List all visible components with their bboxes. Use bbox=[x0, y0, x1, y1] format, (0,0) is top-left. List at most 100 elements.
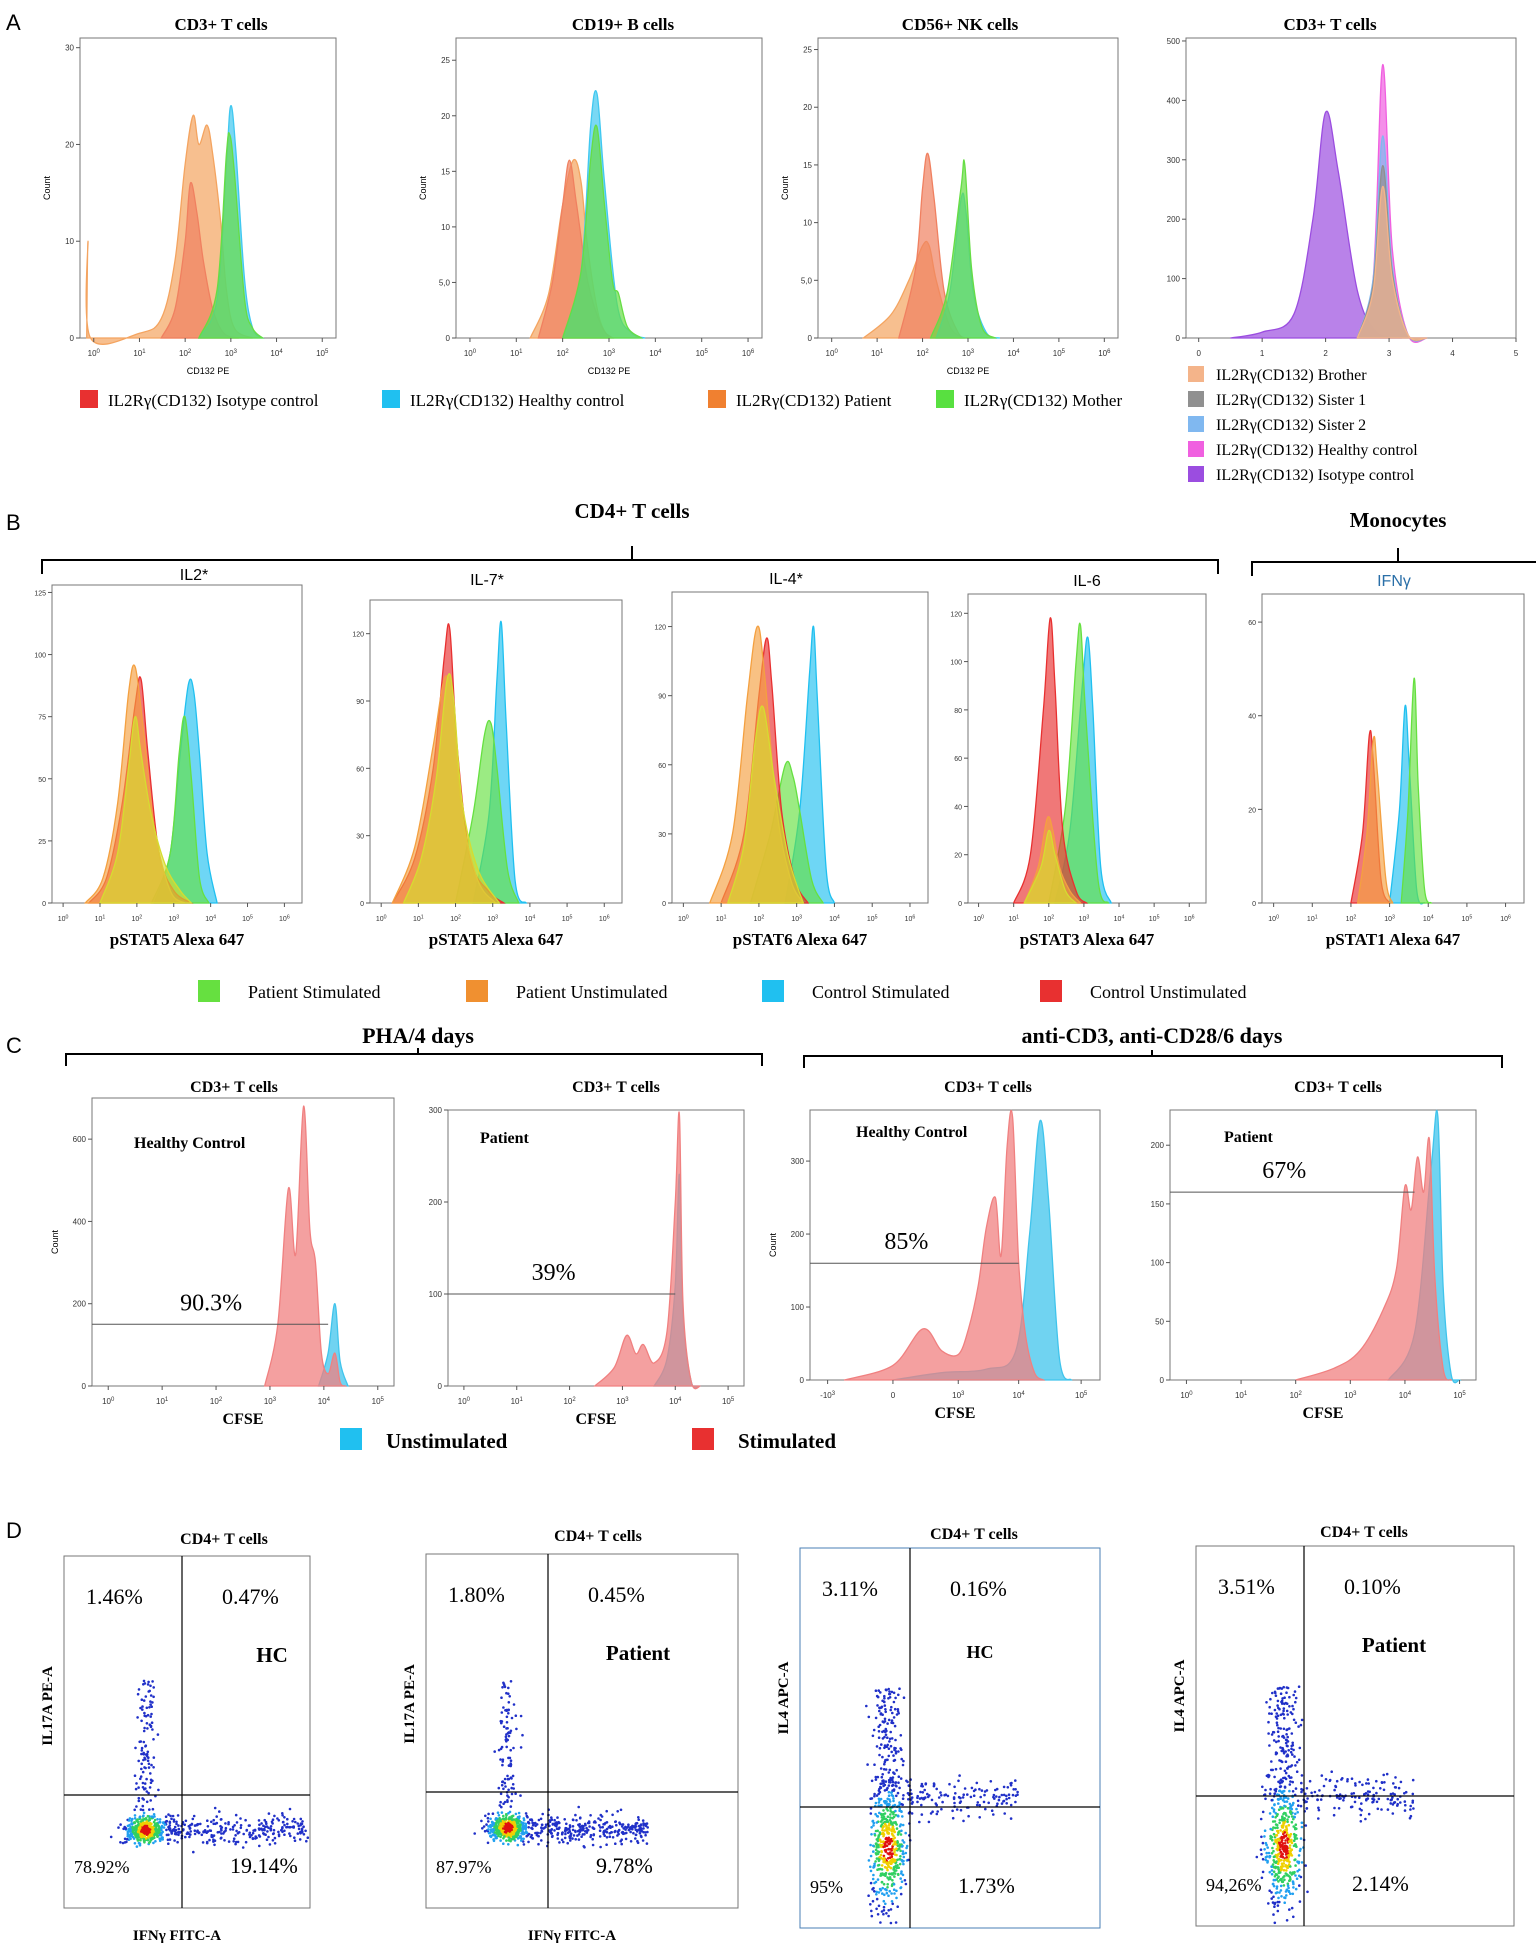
legend-swatch bbox=[1040, 980, 1062, 1002]
scatter-point bbox=[885, 1818, 889, 1822]
tick-label: 103 bbox=[1079, 915, 1090, 923]
scatter-point bbox=[897, 1831, 900, 1834]
scatter-point bbox=[888, 1740, 891, 1743]
scatter-point bbox=[1009, 1817, 1013, 1820]
scatter-point bbox=[1288, 1695, 1291, 1699]
tick-base: 10 bbox=[450, 916, 458, 923]
scatter-point bbox=[1389, 1802, 1392, 1805]
scatter-point bbox=[213, 1806, 217, 1810]
tick-base: 10 bbox=[1079, 916, 1087, 923]
scatter-point bbox=[502, 1802, 505, 1805]
scatter-point bbox=[901, 1763, 905, 1767]
scatter-point bbox=[1332, 1813, 1336, 1817]
tick-label: 30 bbox=[65, 44, 74, 53]
scatter-point bbox=[1324, 1778, 1328, 1781]
scatter-point bbox=[507, 1836, 511, 1839]
scatter-point bbox=[998, 1795, 1001, 1799]
scatter-point bbox=[507, 1843, 510, 1846]
scatter-point bbox=[1283, 1878, 1286, 1882]
scatter-point bbox=[492, 1839, 496, 1843]
scatter-point bbox=[920, 1803, 923, 1807]
scatter-point bbox=[148, 1786, 152, 1789]
scatter-point bbox=[1275, 1891, 1279, 1894]
tick-exponent: 1 bbox=[421, 915, 424, 921]
scatter-point bbox=[1275, 1856, 1279, 1859]
scatter-point bbox=[870, 1909, 873, 1913]
quadrant-ur-percent: 0.45% bbox=[588, 1582, 645, 1607]
tick-label: 0 bbox=[1196, 349, 1201, 358]
scatter-point bbox=[1265, 1843, 1268, 1847]
scatter-point bbox=[1380, 1781, 1384, 1784]
scatter-point bbox=[152, 1841, 155, 1845]
gate-percent: 67% bbox=[1262, 1158, 1306, 1184]
scatter-point bbox=[208, 1829, 212, 1832]
scatter-point bbox=[1271, 1863, 1275, 1866]
scatter-point bbox=[869, 1812, 873, 1815]
scatter-point bbox=[1274, 1826, 1277, 1830]
series-area bbox=[843, 1109, 1046, 1381]
scatter-point bbox=[134, 1787, 138, 1791]
scatter-point bbox=[512, 1703, 516, 1706]
scatter-point bbox=[1371, 1797, 1374, 1801]
scatter-point bbox=[900, 1843, 903, 1846]
scatter-point bbox=[951, 1809, 954, 1813]
scatter-point bbox=[987, 1801, 990, 1805]
scatter-point bbox=[1342, 1799, 1345, 1802]
scatter-point bbox=[1278, 1900, 1281, 1904]
tick-label: 0 bbox=[438, 1382, 443, 1391]
tick-exponent: 2 bbox=[139, 915, 142, 921]
scatter-point bbox=[589, 1814, 592, 1817]
scatter-point bbox=[1261, 1857, 1265, 1861]
quadrant-ll-percent: 94,26% bbox=[1206, 1875, 1262, 1895]
scatter-point bbox=[503, 1835, 506, 1838]
scatter-point bbox=[1284, 1741, 1288, 1745]
scatter-point bbox=[149, 1781, 153, 1784]
scatter-point bbox=[871, 1899, 875, 1903]
scatter-point bbox=[1260, 1853, 1263, 1856]
scatter-point bbox=[629, 1840, 633, 1843]
tick-base: 10 bbox=[1453, 1391, 1462, 1400]
scatter-point bbox=[212, 1818, 215, 1822]
legend-swatch bbox=[692, 1428, 714, 1450]
scatter-point bbox=[501, 1817, 505, 1821]
scatter-point bbox=[894, 1921, 898, 1924]
scatter-point bbox=[878, 1887, 882, 1891]
group-title: Monocytes bbox=[1350, 508, 1447, 532]
scatter-point bbox=[905, 1846, 908, 1850]
scatter-point bbox=[494, 1824, 498, 1827]
scatter-point bbox=[888, 1872, 891, 1876]
tick-exponent: 0 bbox=[473, 349, 477, 355]
scatter-point bbox=[1276, 1797, 1280, 1801]
scatter-point bbox=[900, 1870, 903, 1873]
scatter-point bbox=[1268, 1705, 1271, 1709]
tick-base: 10 bbox=[511, 1397, 520, 1406]
scatter-point bbox=[215, 1821, 219, 1825]
scatter-point bbox=[147, 1766, 151, 1769]
scatter-point bbox=[1016, 1793, 1019, 1796]
scatter-point bbox=[1330, 1770, 1333, 1773]
tick-label: 102 bbox=[1346, 915, 1357, 923]
scatter-point bbox=[1319, 1798, 1323, 1801]
scatter-point bbox=[876, 1868, 879, 1871]
scatter-point bbox=[487, 1820, 490, 1823]
y-axis-label: IL4 APC-A bbox=[776, 1661, 792, 1734]
quadrant-ul-percent: 3.51% bbox=[1218, 1574, 1275, 1599]
scatter-point bbox=[507, 1821, 510, 1825]
scatter-point bbox=[885, 1803, 889, 1807]
scatter-point bbox=[157, 1827, 161, 1831]
scatter-point bbox=[254, 1837, 257, 1840]
x-axis-label: IFNγ FITC-A bbox=[528, 1928, 616, 1944]
scatter-point bbox=[1269, 1787, 1272, 1791]
scatter-point bbox=[1270, 1798, 1274, 1802]
scatter-point bbox=[874, 1860, 877, 1863]
scatter-point bbox=[1003, 1812, 1006, 1815]
scatter-point bbox=[556, 1816, 559, 1819]
scatter-point bbox=[132, 1837, 136, 1840]
scatter-point bbox=[891, 1780, 895, 1784]
scatter-point bbox=[890, 1839, 893, 1843]
scatter-point bbox=[1291, 1803, 1294, 1807]
scatter-point bbox=[874, 1848, 878, 1852]
scatter-point bbox=[507, 1686, 510, 1690]
scatter-point bbox=[541, 1812, 544, 1816]
scatter-point bbox=[895, 1847, 898, 1850]
